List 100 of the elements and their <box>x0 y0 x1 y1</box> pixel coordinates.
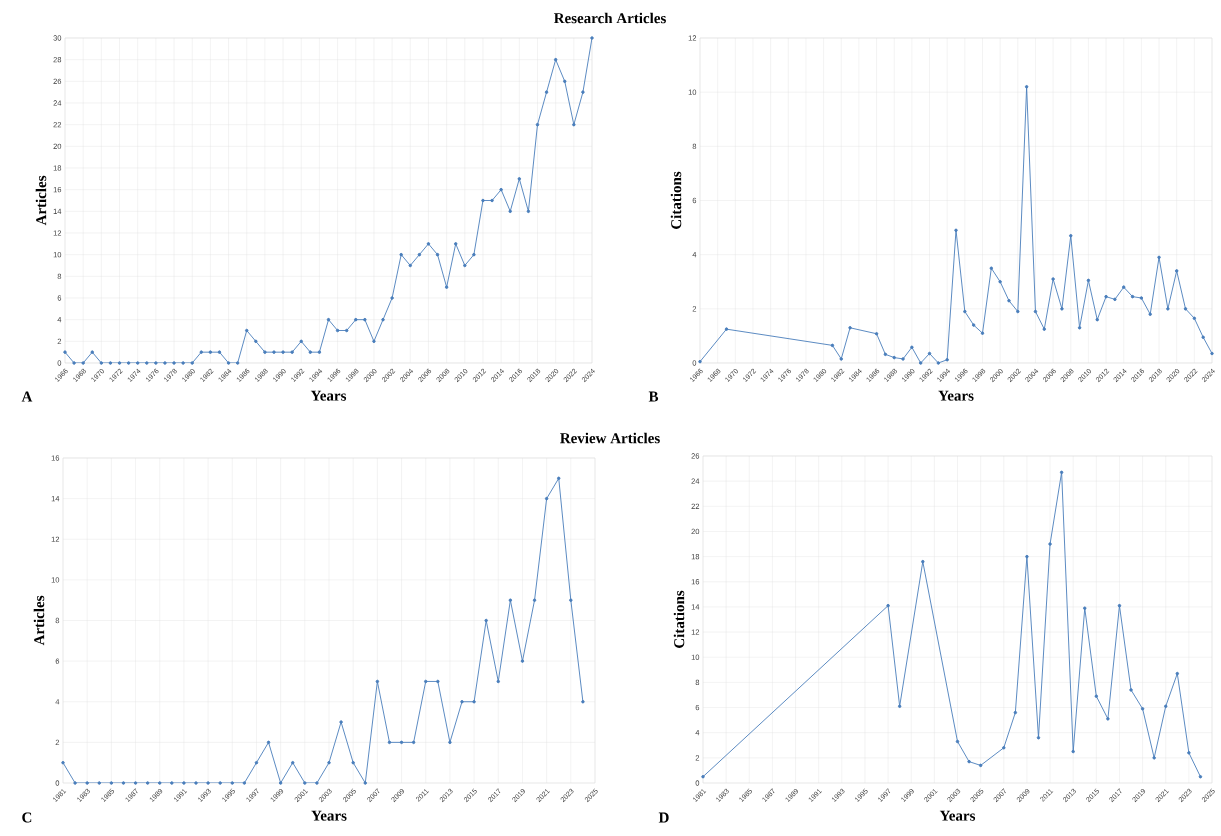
point <box>1094 694 1099 698</box>
point <box>1139 296 1144 300</box>
point <box>1174 269 1179 273</box>
point <box>381 317 385 322</box>
x-axis-title: Years <box>310 390 347 401</box>
point <box>217 350 222 354</box>
point <box>1025 554 1029 559</box>
point <box>460 700 464 704</box>
point <box>572 122 576 127</box>
point <box>97 781 102 785</box>
point <box>408 263 413 268</box>
point <box>508 598 513 602</box>
text: C <box>22 812 32 823</box>
point <box>1083 606 1087 610</box>
point <box>1140 707 1145 711</box>
point <box>230 781 235 785</box>
point <box>971 323 976 327</box>
point <box>517 177 522 181</box>
point <box>206 781 210 785</box>
point <box>133 781 138 785</box>
chart-title: Review Articles <box>560 432 660 444</box>
point <box>1130 294 1135 299</box>
point <box>235 361 240 365</box>
point <box>351 760 355 765</box>
point <box>163 361 167 365</box>
point <box>553 57 558 62</box>
point <box>1192 316 1197 321</box>
point <box>390 296 394 300</box>
point <box>1071 749 1075 754</box>
point <box>463 263 467 268</box>
point <box>563 79 567 84</box>
point <box>897 704 902 709</box>
point <box>85 781 89 785</box>
point <box>556 476 561 481</box>
point <box>308 350 313 354</box>
point <box>263 350 267 354</box>
point <box>1117 603 1122 608</box>
point <box>1166 307 1170 311</box>
point <box>117 361 122 365</box>
point <box>387 740 392 745</box>
point <box>918 361 923 365</box>
point <box>199 350 204 354</box>
point <box>484 618 488 623</box>
point <box>481 198 485 203</box>
point <box>303 781 307 785</box>
point <box>921 559 925 564</box>
point <box>411 740 416 745</box>
point <box>208 350 213 354</box>
point <box>327 760 331 765</box>
point <box>1198 774 1203 779</box>
point <box>417 252 422 257</box>
point <box>1048 542 1052 546</box>
point <box>453 242 458 246</box>
point <box>472 252 476 257</box>
point <box>496 679 501 684</box>
point <box>1175 671 1180 676</box>
point <box>154 361 158 365</box>
point <box>1042 327 1047 331</box>
point <box>372 339 376 344</box>
point <box>581 90 585 94</box>
point <box>967 759 971 764</box>
point <box>135 361 140 365</box>
point <box>99 361 104 365</box>
point <box>126 361 131 365</box>
point <box>839 357 843 361</box>
point <box>963 309 967 314</box>
point <box>1163 704 1168 709</box>
point <box>1095 317 1099 322</box>
point <box>109 781 114 785</box>
point <box>81 361 85 365</box>
x-axis-title: Years <box>938 390 974 401</box>
point <box>724 327 729 331</box>
point <box>266 740 271 745</box>
point <box>272 350 276 354</box>
point <box>399 740 404 745</box>
point <box>281 350 285 354</box>
point <box>1077 326 1082 330</box>
point <box>980 331 985 335</box>
point <box>1106 717 1110 721</box>
point <box>254 760 259 765</box>
point <box>1086 278 1091 283</box>
point <box>830 343 835 348</box>
point <box>444 285 449 289</box>
point <box>1121 285 1126 289</box>
point <box>1002 746 1006 750</box>
point <box>590 36 594 40</box>
point <box>874 331 879 336</box>
point <box>1024 84 1029 89</box>
chart-title: Research Articles <box>553 12 666 24</box>
point <box>508 209 512 214</box>
point <box>520 659 525 663</box>
point <box>1210 351 1214 356</box>
text: A <box>21 391 33 402</box>
point <box>290 760 295 765</box>
point <box>344 328 349 333</box>
point <box>544 90 549 94</box>
point <box>936 361 941 365</box>
text: D <box>658 812 669 823</box>
point <box>499 187 503 192</box>
point <box>226 361 231 365</box>
